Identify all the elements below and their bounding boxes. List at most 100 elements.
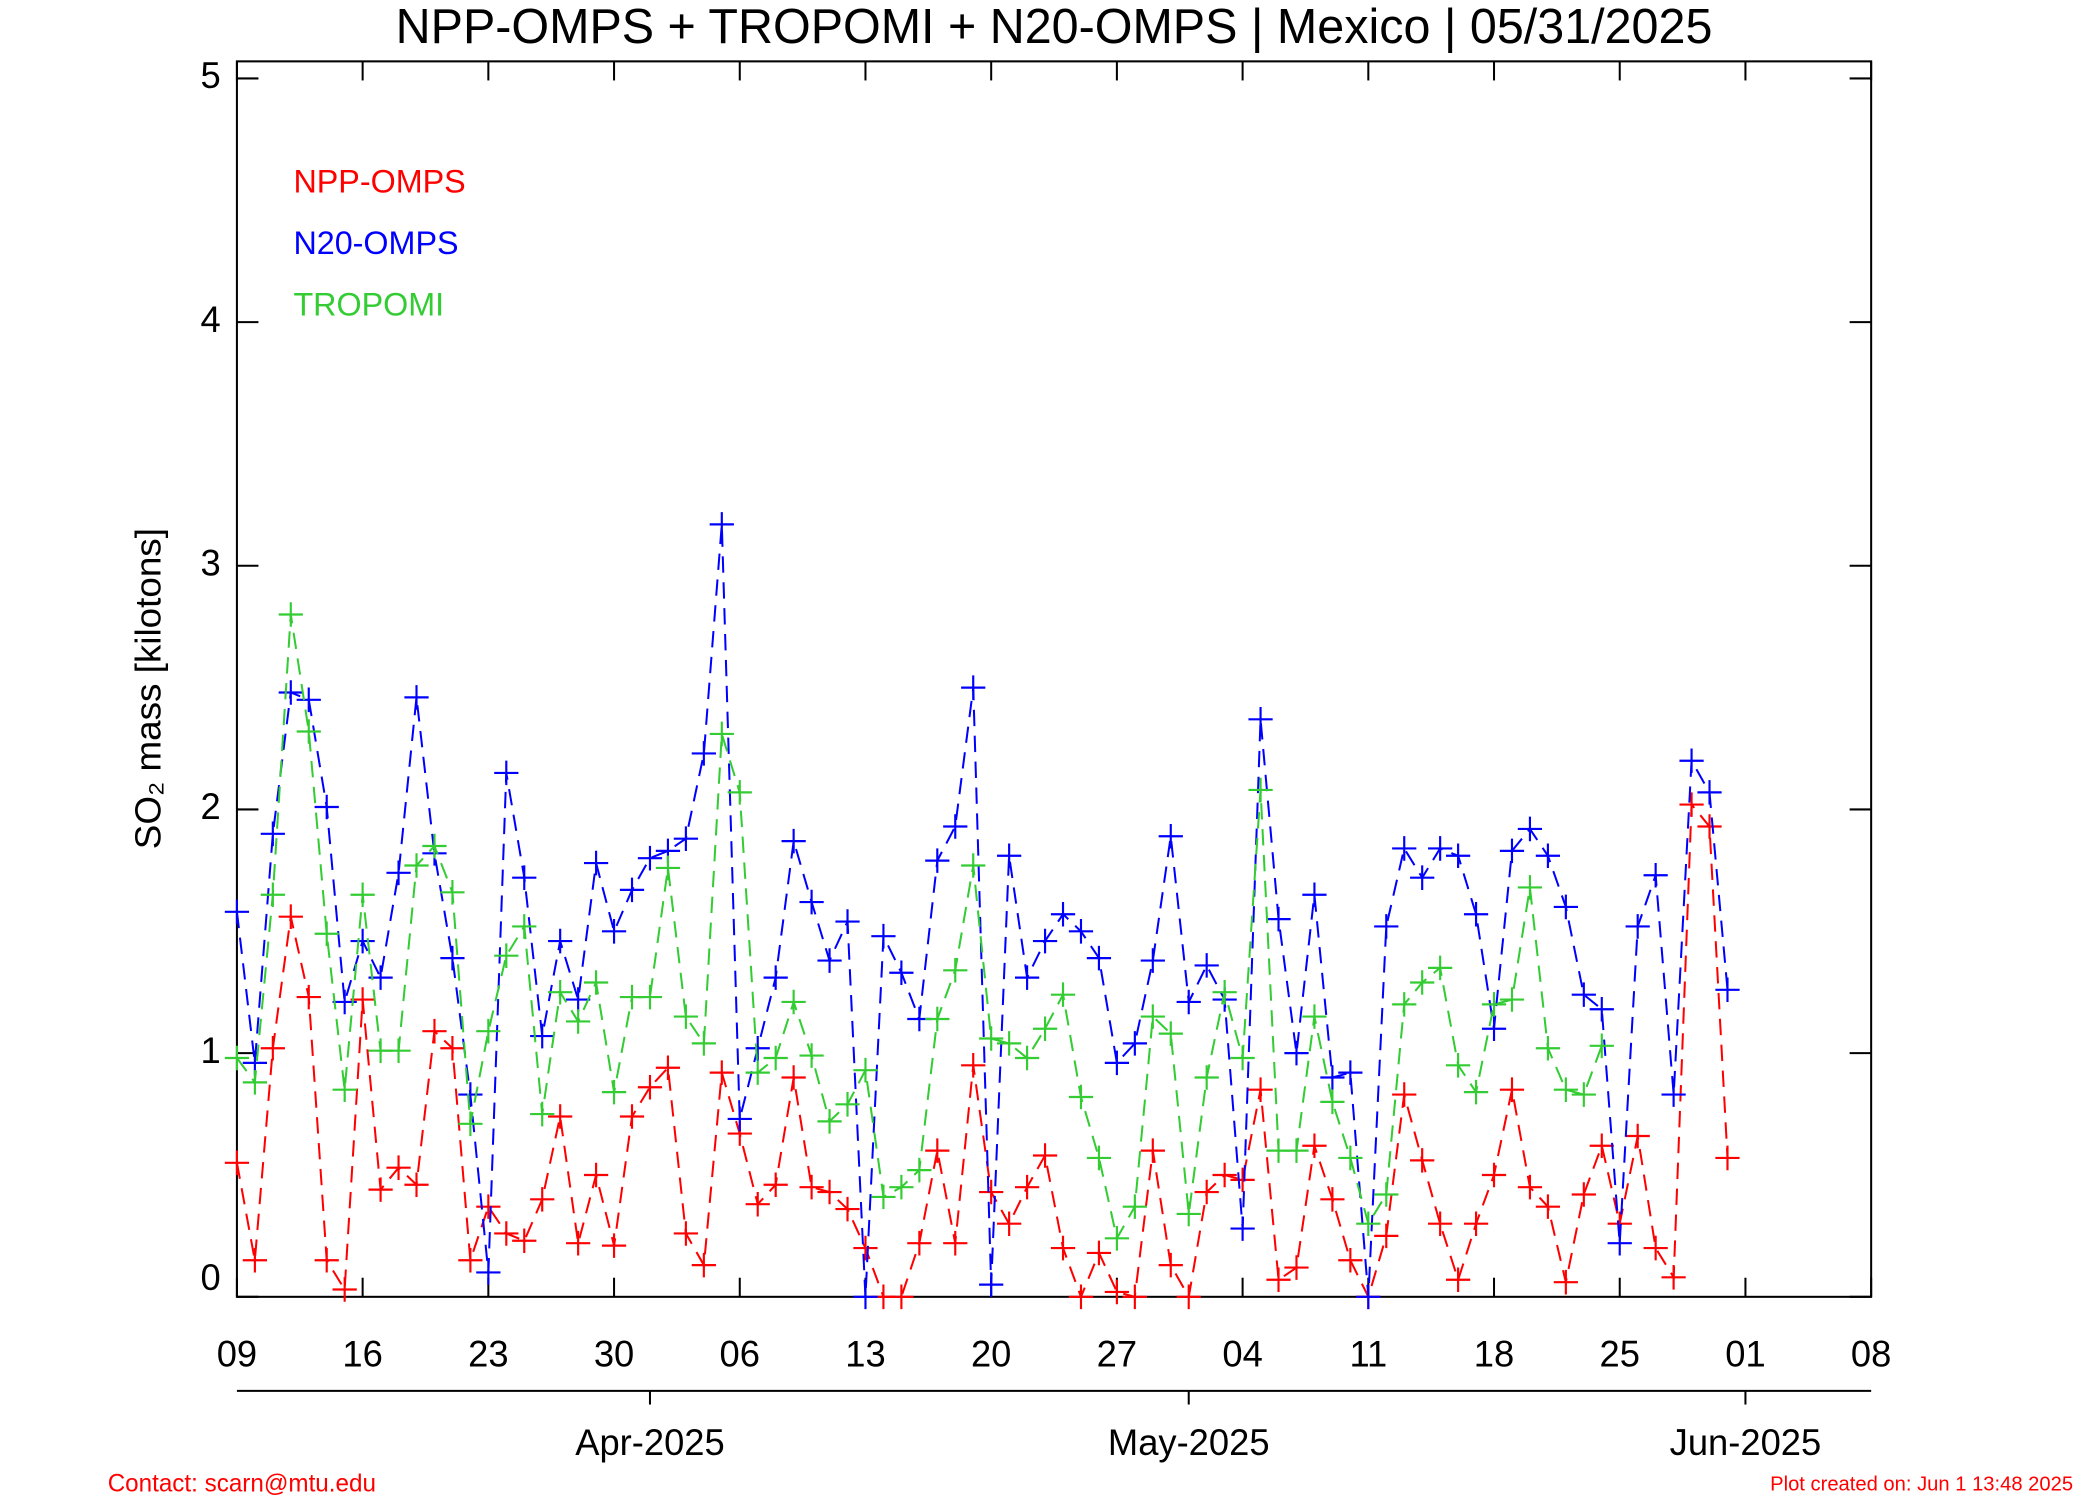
data-point [1392,836,1417,861]
x-tick-label: 13 [845,1333,885,1374]
data-point [763,965,788,990]
data-point [637,845,663,871]
data-point [1374,914,1399,939]
data-point [1410,1148,1435,1173]
x-tick-label: 23 [468,1333,508,1374]
data-point [583,1162,609,1188]
data-point [494,943,519,968]
legend-entry: TROPOMI [293,286,444,322]
data-point [548,928,573,954]
data-point [260,1035,285,1061]
x-tick-label: 18 [1474,1333,1514,1374]
data-point [422,1018,447,1044]
data-point [476,1194,501,1219]
data-point [548,979,573,1005]
data-point [1230,1167,1255,1193]
x-tick-label: 06 [720,1333,760,1374]
data-point [763,1172,788,1197]
data-point [1392,1082,1417,1107]
data-point [386,1155,411,1180]
data-point [1266,1267,1291,1293]
data-point [1374,1182,1399,1207]
data-point [404,1172,429,1197]
data-point [817,1109,842,1134]
data-point [943,958,968,983]
data-point [332,1077,357,1102]
data-point [781,828,806,854]
data-point [1086,1145,1112,1171]
data-point [1715,1145,1740,1171]
data-point [1194,953,1219,978]
data-point [224,1150,250,1176]
data-point [1176,1201,1201,1227]
data-point [1086,945,1112,971]
data-point [1122,1284,1147,1310]
data-point [871,1184,896,1210]
data-point [440,1035,465,1061]
data-point [1607,1230,1632,1256]
data-point [997,1031,1022,1056]
data-point [1032,1016,1058,1042]
data-point [691,1252,716,1278]
data-point [1320,1089,1345,1115]
data-point [979,1272,1004,1297]
data-point [943,1230,968,1256]
data-point [404,685,429,710]
data-point [853,1235,878,1261]
data-point [314,1247,339,1273]
data-point [1176,1284,1201,1310]
data-point [997,843,1022,869]
data-point [727,1106,752,1132]
data-point [512,1228,537,1254]
x-tick-label: 01 [1725,1333,1765,1374]
data-point [1014,1045,1040,1071]
data-point [1571,1082,1596,1107]
data-point [1625,914,1650,939]
data-point [1284,1040,1309,1066]
data-point [1428,836,1453,861]
data-point [476,1018,501,1044]
data-point [458,1111,483,1137]
data-point [1643,862,1668,888]
y-tick-label: 2 [201,786,221,827]
data-point [1284,1138,1309,1163]
data-point [925,848,950,873]
data-point [1050,1235,1076,1261]
data-point [1266,906,1291,932]
data-point [871,923,896,949]
data-point [440,945,465,971]
data-point [1463,1079,1489,1105]
data-point [422,833,447,859]
data-point [709,512,734,537]
data-point [709,1060,734,1085]
data-point [1499,838,1525,864]
data-point [1535,1194,1561,1219]
data-point [745,1035,770,1061]
data-point [601,1079,627,1105]
data-point [889,1174,914,1200]
data-point [278,680,303,705]
data-point [1715,977,1740,1003]
x-tick-label: 30 [594,1333,634,1374]
data-point [1194,1179,1219,1205]
data-point [1499,987,1525,1012]
data-point [1374,1223,1399,1249]
data-point [260,821,285,847]
data-point [1140,1138,1165,1163]
x-tick-label: 25 [1600,1333,1640,1374]
month-label: May-2025 [1108,1422,1270,1463]
data-point [476,1260,501,1285]
x-tick-label: 04 [1222,1333,1262,1374]
legend-entry: N20-OMPS [293,225,458,261]
y-tick-label: 1 [201,1030,221,1071]
data-point [278,904,303,929]
data-point [691,741,716,766]
data-point [601,919,627,944]
data-point [1302,1133,1327,1159]
data-point [907,1230,932,1256]
data-point [314,921,339,947]
data-point [1445,1053,1471,1078]
data-point [673,1004,699,1029]
data-point [242,1070,267,1095]
